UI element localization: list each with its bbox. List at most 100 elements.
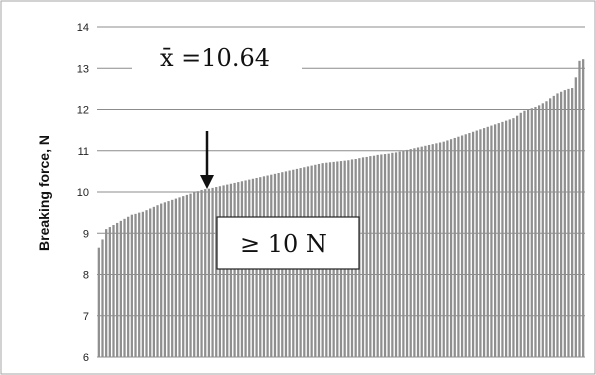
y-tick-label: 9 <box>83 228 89 240</box>
bar <box>178 197 180 357</box>
bar <box>222 185 224 357</box>
bar <box>105 229 107 357</box>
bar <box>553 96 555 357</box>
bar <box>494 124 496 357</box>
bar <box>560 92 562 357</box>
bar <box>424 146 426 357</box>
bar <box>120 221 122 357</box>
bar <box>476 131 478 357</box>
threshold-label: ≥ 10 N <box>240 230 327 258</box>
y-tick-label: 6 <box>83 352 89 364</box>
bar <box>134 214 136 357</box>
bar <box>534 107 536 357</box>
bar <box>399 152 401 357</box>
bar <box>465 134 467 357</box>
bar <box>487 127 489 357</box>
y-tick-label: 13 <box>77 63 89 75</box>
bar <box>109 227 111 357</box>
bar <box>369 156 371 357</box>
bar <box>498 123 500 357</box>
bar <box>479 129 481 357</box>
bar <box>101 239 103 357</box>
bar <box>149 209 151 358</box>
bar <box>450 139 452 357</box>
bar <box>366 157 368 357</box>
bar <box>123 219 125 357</box>
bar <box>472 132 474 357</box>
bar <box>388 154 390 357</box>
bar <box>571 88 573 357</box>
bar <box>204 189 206 357</box>
bar <box>468 133 470 357</box>
bar <box>391 153 393 357</box>
bar <box>362 157 364 357</box>
bar <box>160 204 162 357</box>
bar <box>567 89 569 357</box>
bar <box>116 223 118 357</box>
bar <box>98 248 100 357</box>
bar <box>461 135 463 357</box>
bar <box>208 189 210 357</box>
bar <box>531 108 533 357</box>
bar <box>402 151 404 357</box>
bar <box>175 199 177 357</box>
mean-label: x̄ =10.64 <box>160 44 270 72</box>
bar <box>138 213 140 357</box>
bar <box>432 144 434 357</box>
y-tick-label: 7 <box>83 311 89 323</box>
bar <box>516 116 518 357</box>
bar <box>556 93 558 357</box>
y-tick-label: 11 <box>78 146 89 158</box>
bar <box>153 207 155 357</box>
bar <box>406 150 408 357</box>
bar <box>164 202 166 357</box>
bar <box>520 113 522 357</box>
bar <box>171 200 173 357</box>
bar <box>127 217 129 357</box>
bar <box>505 121 507 357</box>
bar <box>377 155 379 357</box>
bar <box>443 142 445 357</box>
bar <box>417 147 419 357</box>
bar <box>215 187 217 357</box>
bar <box>226 185 228 357</box>
bar <box>549 98 551 357</box>
bar <box>219 186 221 357</box>
bar <box>384 154 386 357</box>
bar <box>509 119 511 357</box>
bar <box>527 110 529 358</box>
bar <box>457 137 459 357</box>
y-tick-label: 8 <box>83 270 89 282</box>
y-tick-label: 14 <box>77 22 89 34</box>
y-tick-label: 12 <box>77 105 89 117</box>
bar <box>230 184 232 357</box>
bar <box>142 212 144 357</box>
bar <box>545 101 547 357</box>
bar <box>582 59 584 357</box>
bar <box>233 183 235 357</box>
bar <box>490 126 492 357</box>
bar <box>189 194 191 357</box>
bar <box>428 145 430 357</box>
bar <box>512 118 514 357</box>
bar <box>131 215 133 357</box>
bar <box>542 103 544 357</box>
bar <box>197 191 199 357</box>
bar <box>186 195 188 357</box>
y-tick-label: 10 <box>77 187 89 199</box>
bar <box>156 205 158 357</box>
bar <box>167 201 169 357</box>
bar <box>112 225 114 357</box>
bar <box>446 140 448 357</box>
bar <box>538 105 540 357</box>
bar <box>211 188 213 357</box>
bar <box>182 196 184 357</box>
bar <box>421 147 423 357</box>
bar <box>483 128 485 357</box>
bar <box>501 122 503 357</box>
bar <box>380 154 382 357</box>
bar <box>575 77 577 357</box>
bar <box>373 156 375 357</box>
bar <box>410 149 412 357</box>
